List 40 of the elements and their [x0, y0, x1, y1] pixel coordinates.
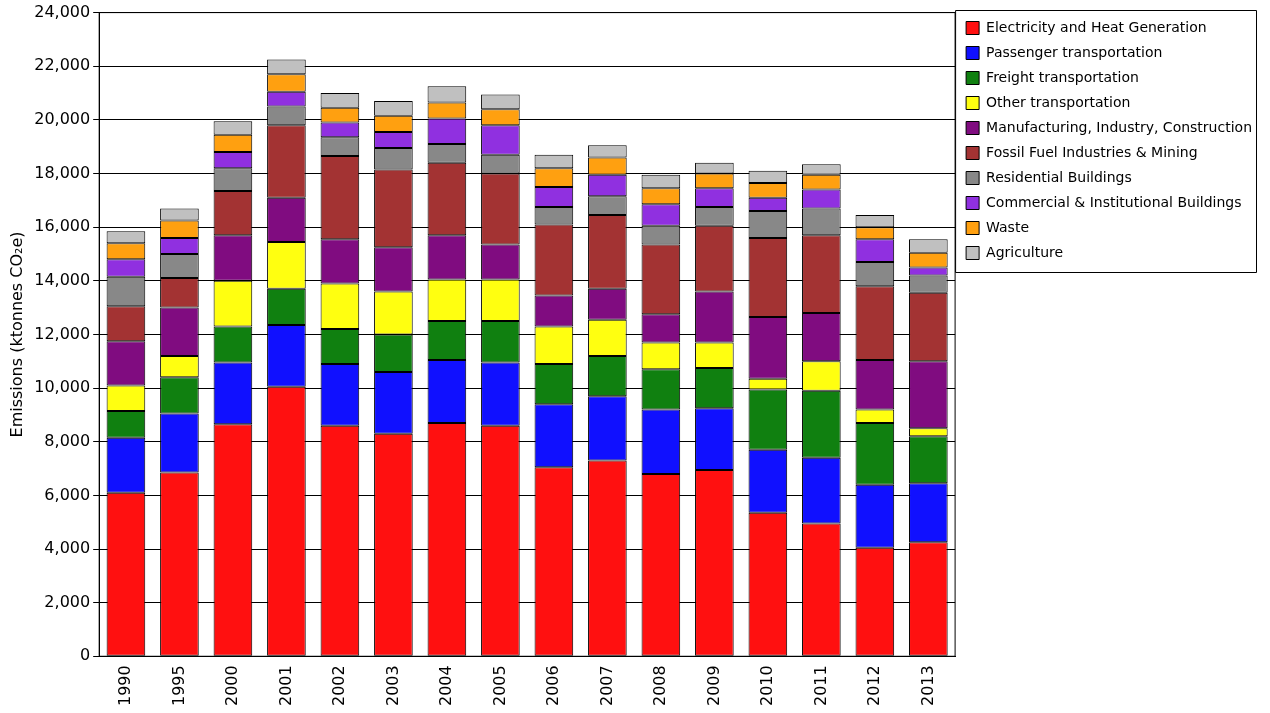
x-tick-label: 2005	[489, 665, 509, 706]
x-tick-label: 2004	[436, 665, 456, 706]
y-tick-label: 18,000	[34, 162, 91, 182]
legend-label: Fossil Fuel Industries & Mining	[986, 143, 1198, 160]
legend-label: Electricity and Heat Generation	[986, 18, 1207, 35]
y-tick-label: 20,000	[34, 109, 91, 129]
y-tick-label: 14,000	[34, 269, 91, 289]
y-tick-label: 10,000	[34, 377, 91, 397]
x-tick-label: 2012	[864, 665, 884, 706]
y-tick-label: 0	[80, 645, 91, 665]
legend-label: Agriculture	[986, 243, 1064, 260]
y-tick-label: 22,000	[34, 55, 91, 75]
x-tick-label: 2010	[757, 665, 777, 706]
legend-label: Manufacturing, Industry, Construction	[986, 118, 1252, 135]
x-tick-label: 2006	[543, 665, 563, 706]
x-tick-label: 2013	[917, 665, 937, 706]
y-tick-label: 8,000	[44, 430, 91, 450]
x-tick-label: 2009	[703, 665, 723, 706]
legend-label: Residential Buildings	[986, 168, 1132, 185]
x-tick-label: 2008	[650, 665, 670, 706]
y-tick-label: 4,000	[44, 538, 91, 558]
legend-label: Other transportation	[986, 93, 1131, 110]
y-tick-label: 24,000	[34, 1, 91, 21]
x-tick-label: 1990	[115, 665, 135, 706]
legend-label: Waste	[986, 218, 1030, 235]
y-tick-label: 6,000	[44, 484, 91, 504]
y-tick-label: 16,000	[34, 216, 91, 236]
x-tick-label: 2000	[222, 665, 242, 706]
x-tick-label: 2003	[382, 665, 402, 706]
y-tick-label: 2,000	[44, 591, 91, 611]
y-tick-label: 12,000	[34, 323, 91, 343]
x-tick-label: 2002	[329, 665, 349, 706]
x-tick-label: 2001	[275, 665, 295, 706]
x-tick-label: 1995	[168, 665, 188, 706]
x-tick-label: 2011	[810, 665, 830, 706]
legend-label: Passenger transportation	[986, 43, 1163, 60]
y-axis-title: Emissions (ktonnes CO₂e)	[6, 231, 26, 438]
legend-label: Commercial & Institutional Buildings	[986, 193, 1242, 210]
legend-label: Freight transportation	[986, 68, 1139, 85]
x-tick-label: 2007	[596, 665, 616, 706]
